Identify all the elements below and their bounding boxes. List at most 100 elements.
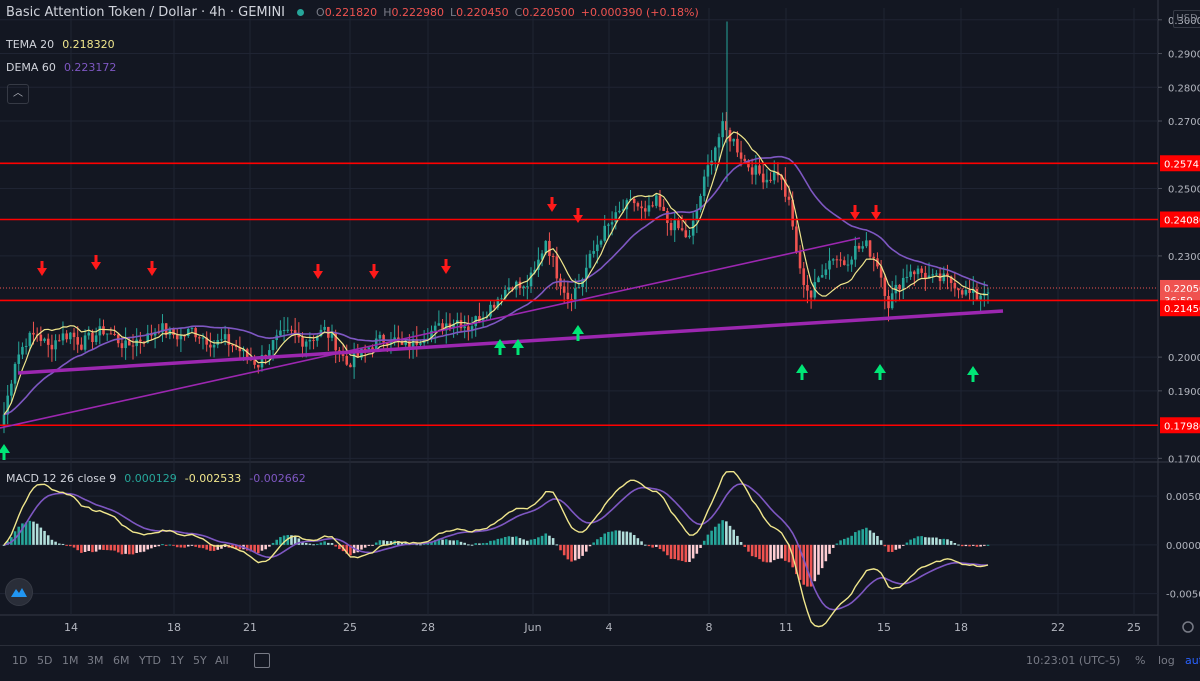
range-ytd-button[interactable]: YTD bbox=[139, 654, 161, 667]
percent-toggle[interactable]: % bbox=[1135, 654, 1146, 667]
macd-histogram-bar bbox=[935, 537, 938, 545]
candle-body bbox=[592, 251, 595, 254]
candle-body bbox=[301, 337, 304, 347]
candle-body bbox=[725, 121, 728, 131]
macd-histogram-bar bbox=[570, 544, 573, 562]
candle-body bbox=[529, 272, 533, 287]
candle-body bbox=[537, 259, 540, 270]
macd-histogram-bar bbox=[124, 544, 127, 554]
candle-body bbox=[647, 205, 651, 212]
macd-histogram-bar bbox=[894, 544, 898, 550]
macd-histogram-bar bbox=[559, 544, 562, 551]
buy-arrow-icon bbox=[494, 339, 506, 355]
candle-body bbox=[83, 335, 87, 350]
macd-histogram-bar bbox=[839, 540, 842, 545]
macd-histogram-bar bbox=[544, 533, 548, 545]
range-1d-button[interactable]: 1D bbox=[12, 654, 28, 667]
clock-label[interactable]: 10:23:01 (UTC-5) bbox=[1026, 654, 1121, 667]
candle-body bbox=[684, 230, 688, 238]
macd-histogram-bar bbox=[323, 541, 326, 545]
macd-histogram-bar bbox=[400, 542, 404, 545]
macd-histogram-bar bbox=[21, 523, 24, 545]
range-3m-button[interactable]: 3M bbox=[87, 654, 104, 667]
candle-body bbox=[702, 176, 706, 196]
range-1y-button[interactable]: 1Y bbox=[170, 654, 184, 667]
range-1m-button[interactable]: 1M bbox=[62, 654, 79, 667]
ohlc-h-value: 0.222980 bbox=[391, 6, 444, 19]
macd-histogram-bar bbox=[459, 541, 463, 545]
macd-histogram-bar bbox=[795, 544, 798, 575]
range-5y-button[interactable]: 5Y bbox=[193, 654, 207, 667]
candle-body bbox=[227, 334, 231, 345]
auto-toggle[interactable]: aut bbox=[1185, 654, 1200, 667]
macd-histogram-bar bbox=[643, 544, 647, 546]
candle-body bbox=[345, 355, 349, 365]
macd-histogram-bar bbox=[275, 539, 279, 545]
candle-body bbox=[691, 220, 695, 236]
candle-body bbox=[658, 195, 662, 207]
range-5d-button[interactable]: 5D bbox=[37, 654, 53, 667]
candle-body bbox=[470, 326, 474, 331]
macd-label: MACD 12 26 close 9 bbox=[6, 472, 117, 485]
candle-body bbox=[57, 340, 61, 342]
macd-histogram-bar bbox=[32, 521, 35, 545]
currency-button[interactable]: USD bbox=[1173, 10, 1200, 28]
ohlc-c-key: C bbox=[514, 6, 523, 19]
macd-histogram-bar bbox=[161, 544, 164, 546]
macd-histogram-bar bbox=[946, 539, 949, 545]
sell-arrow-icon bbox=[850, 205, 860, 220]
candle-body bbox=[242, 349, 245, 352]
log-toggle[interactable]: log bbox=[1158, 654, 1175, 667]
dema-legend[interactable]: DEMA 60 0.223172 bbox=[6, 61, 116, 74]
candle-body bbox=[378, 334, 382, 339]
candle-body bbox=[433, 325, 437, 331]
candle-body bbox=[699, 195, 702, 210]
macd-histogram-bar bbox=[736, 535, 739, 545]
macd-line bbox=[3, 471, 989, 628]
candle-body bbox=[706, 165, 710, 177]
candle-body bbox=[857, 245, 861, 249]
macd-histogram-bar bbox=[268, 544, 271, 547]
range-6m-button[interactable]: 6M bbox=[113, 654, 130, 667]
macd-histogram-bar bbox=[201, 544, 205, 549]
candle-body bbox=[24, 345, 28, 347]
candle-body bbox=[205, 337, 208, 345]
tradingview-logo-icon[interactable] bbox=[5, 578, 33, 606]
macd-legend[interactable]: MACD 12 26 close 9 0.000129 -0.002533 -0… bbox=[6, 472, 306, 485]
candle-body bbox=[94, 335, 98, 342]
macd-histogram-bar bbox=[566, 544, 570, 560]
candle-body bbox=[10, 383, 13, 396]
symbol-title[interactable]: Basic Attention Token / Dollar · 4h · GE… bbox=[6, 5, 286, 20]
macd-histogram-bar bbox=[905, 542, 909, 545]
collapse-legend-button[interactable]: ︿ bbox=[7, 84, 29, 104]
macd-histogram-bar bbox=[209, 544, 212, 551]
candle-body bbox=[105, 333, 109, 335]
candle-body bbox=[234, 345, 238, 348]
macd-histogram-bar bbox=[404, 542, 407, 545]
macd-histogram-bar bbox=[382, 540, 385, 545]
macd-histogram-bar bbox=[360, 544, 363, 550]
status-dot-icon bbox=[297, 9, 305, 16]
candle-body bbox=[765, 179, 769, 183]
candle-body bbox=[695, 209, 699, 221]
date-range-calendar-icon[interactable] bbox=[254, 653, 270, 668]
candle-body bbox=[986, 292, 990, 294]
macd-histogram-bar bbox=[548, 535, 551, 545]
candle-body bbox=[960, 290, 964, 295]
candle-body bbox=[28, 332, 32, 346]
candle-body bbox=[142, 341, 146, 343]
range-all-button[interactable]: All bbox=[215, 654, 229, 667]
macd-histogram-bar bbox=[220, 544, 223, 549]
candle-body bbox=[467, 326, 470, 331]
dema-line bbox=[3, 155, 989, 416]
tema-legend[interactable]: TEMA 20 0.218320 bbox=[6, 38, 115, 51]
candle-body bbox=[430, 330, 433, 339]
macd-histogram-bar bbox=[868, 530, 872, 545]
macd-histogram-bar bbox=[780, 544, 783, 559]
